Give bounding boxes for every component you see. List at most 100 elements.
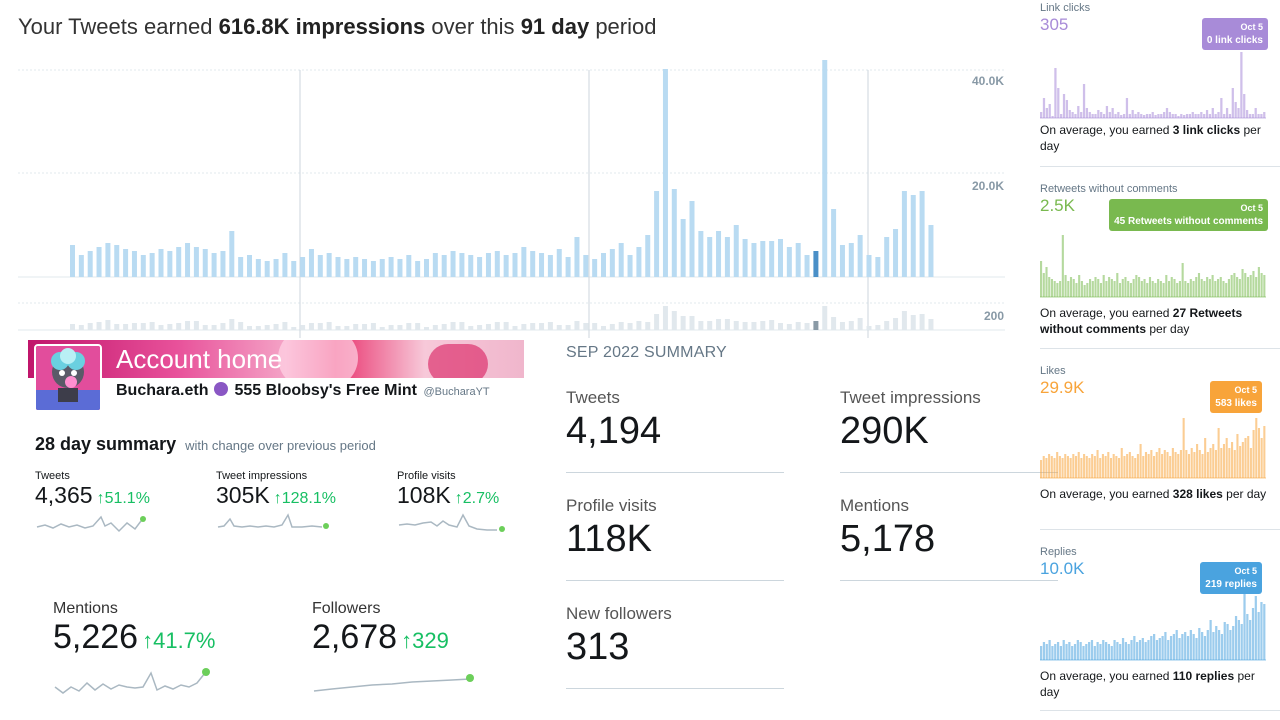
lower-tick-200: 200 <box>984 309 1004 323</box>
followers-sparkline <box>313 674 474 692</box>
engagement-bars <box>70 306 934 330</box>
panel-average: On average, you earned 27 Retweets witho… <box>1040 306 1243 336</box>
impressions-bar-chart[interactable]: 40.0K 20.0K 200 <box>0 60 1030 340</box>
up-arrow-icon: ↑ <box>142 628 154 653</box>
panel-total: 10.0K <box>1040 559 1085 578</box>
sep-stat-new-followers: New followers 313 <box>566 604 784 689</box>
stat-value: 118K <box>566 518 652 560</box>
headline-suffix: period <box>595 14 657 39</box>
panel-title: Link clicks <box>1040 2 1091 14</box>
stat-value: 4,194 <box>566 410 662 452</box>
metric-label: Mentions <box>53 600 118 617</box>
panel-title: Retweets without comments <box>1040 183 1178 195</box>
headline-impressions: 616.8K impressions <box>218 14 426 39</box>
chart-grid <box>18 69 1005 338</box>
mentions-sparkline <box>54 668 210 694</box>
panel-likes[interactable]: Likes 29.9K Oct 5 583 likes On average, y… <box>1040 365 1280 530</box>
panel-retweets[interactable]: Retweets without comments 2.5K Oct 5 45 R… <box>1040 183 1280 349</box>
metric-change: 41.7% <box>153 628 216 653</box>
divider <box>840 472 1058 473</box>
headline-prefix: Your Tweets earned <box>18 14 213 39</box>
metric-label: Tweet impressions <box>216 470 308 482</box>
headline-mid: over this <box>431 14 515 39</box>
display-name-suffix: 555 Bloobsy's Free Mint <box>234 382 417 399</box>
metric-change: 128.1% <box>281 490 336 507</box>
divider <box>1040 348 1280 349</box>
account-banner: Account home <box>28 340 524 378</box>
metric-change: 329 <box>412 628 449 653</box>
sep-stat-tweets: Tweets 4,194 <box>566 388 784 473</box>
stat-value: 5,178 <box>840 518 936 560</box>
likes-chart <box>1040 418 1266 479</box>
display-name: Buchara.eth <box>116 382 209 399</box>
metric-value: 5,226 <box>53 618 139 656</box>
summary-heading: 28 day summary with change over previous… <box>35 434 376 455</box>
summary-subtitle: with change over previous period <box>185 438 376 453</box>
retweets-chart <box>1040 235 1266 298</box>
replies-tooltip: Oct 5 219 replies <box>1200 562 1262 594</box>
y-tick-20k: 20.0K <box>972 179 1004 193</box>
panel-total: 2.5K <box>1040 196 1075 215</box>
metric-value: 2,678 <box>312 618 398 656</box>
retweets-tooltip: Oct 5 45 Retweets without comments <box>1109 199 1268 231</box>
link-clicks-chart <box>1040 52 1266 119</box>
account-home-title: Account home <box>116 344 283 374</box>
panel-average: On average, you earned 328 likes per day <box>1040 487 1267 501</box>
impressions-sparkline <box>217 513 329 529</box>
month-summary-title: SEP 2022 SUMMARY <box>566 344 727 361</box>
impressions-bars <box>70 60 934 277</box>
panel-total: 305 <box>1040 15 1069 34</box>
metric-tweets[interactable]: Tweets 4,365 ↑51.1% <box>35 470 155 542</box>
metric-value: 108K <box>397 482 451 508</box>
panel-replies[interactable]: Replies 10.0K Oct 5 219 replies On averag… <box>1040 546 1280 711</box>
metric-change: 2.7% <box>462 490 500 507</box>
replies-chart <box>1040 594 1266 661</box>
up-arrow-icon: ↑ <box>96 490 105 507</box>
metric-label: Followers <box>312 600 381 617</box>
divider <box>566 580 784 581</box>
profile-visits-sparkline <box>398 513 505 532</box>
metric-tweet-impressions[interactable]: Tweet impressions 305K ↑128.1% <box>216 470 336 542</box>
metric-label: Profile visits <box>397 470 456 482</box>
stat-value: 313 <box>566 626 630 668</box>
brain-emoji-icon <box>214 382 229 396</box>
summary-title: 28 day summary <box>35 434 177 454</box>
twitter-handle: @BucharaYT <box>423 386 490 398</box>
stat-label: New followers <box>566 604 672 623</box>
divider <box>1040 166 1280 167</box>
up-arrow-icon: ↑ <box>273 490 282 507</box>
divider <box>566 688 784 689</box>
avatar[interactable] <box>34 344 102 412</box>
panel-title: Replies <box>1040 546 1077 558</box>
divider <box>1040 710 1280 711</box>
panel-average: On average, you earned 3 link clicks per… <box>1040 123 1261 153</box>
likes-tooltip: Oct 5 583 likes <box>1210 381 1262 413</box>
stat-label: Tweets <box>566 388 620 407</box>
metric-label: Tweets <box>35 470 70 482</box>
panel-total: 29.9K <box>1040 378 1085 397</box>
panel-title: Likes <box>1040 365 1066 377</box>
stat-label: Profile visits <box>566 496 657 515</box>
metric-value: 305K <box>216 482 270 508</box>
y-tick-40k: 40.0K <box>972 74 1004 88</box>
divider <box>566 472 784 473</box>
avatar-image <box>36 346 100 410</box>
divider <box>840 580 1058 581</box>
tweets-sparkline <box>36 515 146 533</box>
headline-days: 91 day <box>520 14 590 39</box>
up-arrow-icon: ↑ <box>454 490 463 507</box>
metric-followers[interactable]: Followers 2,678 ↑329 <box>312 600 482 704</box>
metric-change: 51.1% <box>104 490 150 507</box>
metric-profile-visits[interactable]: Profile visits 108K ↑2.7% <box>397 470 517 542</box>
stat-value: 290K <box>840 410 929 452</box>
metric-value: 4,365 <box>35 482 93 508</box>
stat-label: Tweet impressions <box>840 388 981 407</box>
sep-stat-profile-visits: Profile visits 118K <box>566 496 784 581</box>
sep-stat-mentions: Mentions 5,178 <box>840 496 1058 581</box>
panel-average: On average, you earned 110 replies per d… <box>1040 669 1255 699</box>
up-arrow-icon: ↑ <box>401 628 413 653</box>
profile-name[interactable]: Buchara.eth 555 Bloobsy's Free Mint @Buch… <box>116 382 490 400</box>
metric-mentions[interactable]: Mentions 5,226 ↑41.7% <box>53 600 223 704</box>
